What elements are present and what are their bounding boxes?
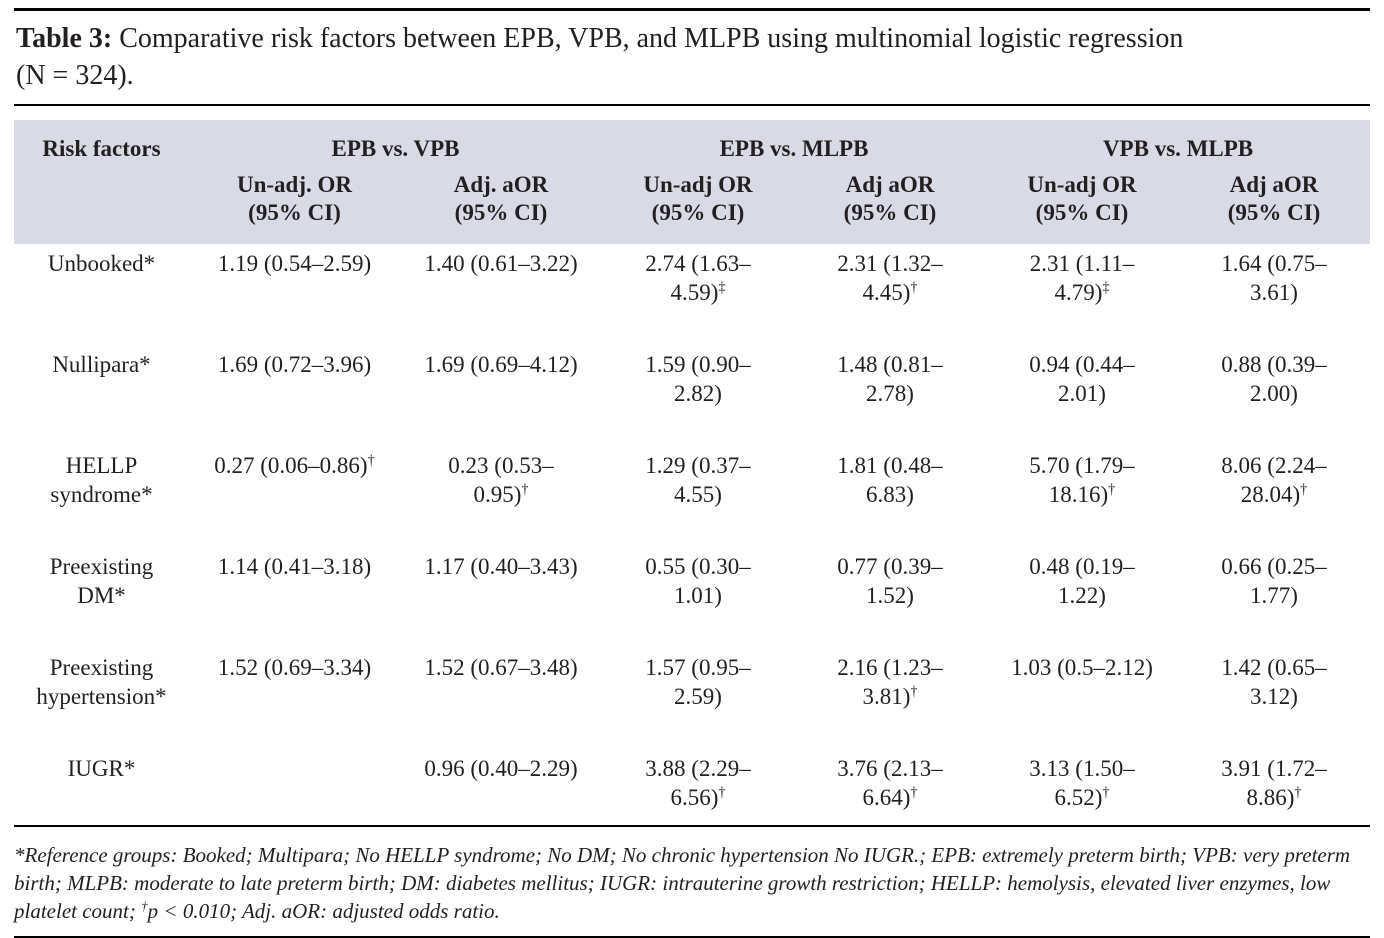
- table-cell: 2.31 (1.11– 4.79)‡: [1029, 251, 1135, 306]
- column-header-epb-vpb-adj-aor: Adj. aOR (95% CI): [400, 166, 602, 245]
- table-cell: 1.59 (0.90– 2.82): [645, 352, 751, 407]
- column-header-vpb-mlpb-adj-aor: Adj aOR (95% CI): [1178, 166, 1371, 245]
- risk-factors-table: Risk factors EPB vs. VPB EPB vs. MLPB VP…: [14, 119, 1371, 828]
- table-row-hellp-syndrome: HELLP syndrome* 0.27 (0.06–0.86)† 0.23 (…: [14, 446, 1370, 547]
- table-cell: 0.23 (0.53– 0.95)†: [448, 453, 554, 508]
- table-cell: 1.42 (0.65– 3.12): [1221, 655, 1327, 710]
- table-cell: 1.40 (0.61–3.22): [424, 251, 578, 277]
- column-header-vpb-mlpb-unadj-or: Un-adj OR (95% CI): [986, 166, 1178, 245]
- table-cell: [189, 749, 400, 826]
- table-cell: 1.81 (0.48– 6.83): [837, 453, 943, 508]
- table-cell: 3.13 (1.50– 6.52)†: [1029, 756, 1135, 811]
- table-body: Unbooked* 1.19 (0.54–2.59) 1.40 (0.61–3.…: [14, 244, 1370, 826]
- table-cell: 0.48 (0.19– 1.22): [1029, 554, 1135, 609]
- table-cell: 1.17 (0.40–3.43): [424, 554, 578, 580]
- row-label: HELLP syndrome*: [50, 453, 153, 508]
- table-cell: 0.94 (0.44– 2.01): [1029, 352, 1135, 407]
- group-header-row: Risk factors EPB vs. VPB EPB vs. MLPB VP…: [14, 119, 1371, 245]
- table-title-label: Table 3:: [16, 23, 113, 54]
- table-header: Risk factors EPB vs. VPB EPB vs. MLPB VP…: [14, 119, 1371, 245]
- table-cell: 0.77 (0.39– 1.52): [837, 554, 943, 609]
- table-cell: 2.74 (1.63– 4.59)‡: [645, 251, 751, 306]
- row-label: IUGR*: [67, 756, 136, 782]
- sub-header-row: Un-adj. OR (95% CI) Adj. aOR (95% CI) Un…: [14, 166, 1371, 245]
- group-header-epb-vs-vpb: EPB vs. VPB: [189, 119, 602, 167]
- table-cell: 0.55 (0.30– 1.01): [645, 554, 751, 609]
- table-cell: 0.88 (0.39– 2.00): [1221, 352, 1327, 407]
- table-cell: 2.16 (1.23– 3.81)†: [837, 655, 943, 710]
- table-cell: 8.06 (2.24– 28.04)†: [1221, 453, 1327, 508]
- group-header-vpb-vs-mlpb: VPB vs. MLPB: [986, 119, 1371, 167]
- table-footnote: *Reference groups: Booked; Multipara; No…: [14, 843, 1351, 924]
- page: Table 3: Comparative risk factors betwee…: [0, 8, 1384, 938]
- row-label: Preexisting DM*: [49, 554, 154, 609]
- table-row-nullipara: Nullipara* 1.69 (0.72–3.96) 1.69 (0.69–4…: [14, 345, 1370, 446]
- table-cell: 1.03 (0.5–2.12): [1011, 655, 1153, 681]
- column-header-risk-factors: Risk factors: [14, 119, 189, 245]
- table-cell: 1.64 (0.75– 3.61): [1221, 251, 1327, 306]
- table-cell: 3.91 (1.72– 8.86)†: [1221, 756, 1327, 811]
- table-cell: 2.31 (1.32– 4.45)†: [837, 251, 943, 306]
- table-cell: 1.29 (0.37– 4.55): [645, 453, 751, 508]
- table-title-text: Comparative risk factors between EPB, VP…: [16, 23, 1184, 91]
- table-cell: 1.57 (0.95– 2.59): [645, 655, 751, 710]
- table-row-preexisting-dm: Preexisting DM* 1.14 (0.41–3.18) 1.17 (0…: [14, 547, 1370, 648]
- group-header-epb-vs-mlpb: EPB vs. MLPB: [602, 119, 986, 167]
- table-cell: 3.76 (2.13– 6.64)†: [837, 756, 943, 811]
- table-cell: 1.69 (0.69–4.12): [424, 352, 578, 378]
- table-cell: 0.66 (0.25– 1.77): [1221, 554, 1327, 609]
- column-header-epb-vpb-unadj-or: Un-adj. OR (95% CI): [189, 166, 400, 245]
- table-cell: 0.27 (0.06–0.86)†: [214, 452, 375, 479]
- row-label: Nullipara*: [52, 352, 151, 378]
- table-row-iugr: IUGR* 0.96 (0.40–2.29) 3.88 (2.29– 6.56)…: [14, 749, 1370, 826]
- table-cell: 1.52 (0.69–3.34): [217, 655, 372, 681]
- row-label: Unbooked*: [47, 251, 156, 277]
- table-cell: 5.70 (1.79– 18.16)†: [1029, 453, 1135, 508]
- table-row-unbooked: Unbooked* 1.19 (0.54–2.59) 1.40 (0.61–3.…: [14, 244, 1370, 345]
- row-label: Preexisting hypertension*: [36, 655, 167, 710]
- table-cell: 1.52 (0.67–3.48): [424, 655, 578, 681]
- table-title: Table 3: Comparative risk factors betwee…: [16, 21, 1370, 95]
- table-cell: 1.69 (0.72–3.96): [217, 352, 372, 378]
- table-cell: 3.88 (2.29– 6.56)†: [645, 756, 751, 811]
- table-cell: 0.96 (0.40–2.29): [424, 756, 578, 782]
- top-rule: [14, 8, 1370, 11]
- table-cell: 1.14 (0.41–3.18): [217, 554, 372, 580]
- column-header-epb-mlpb-adj-aor: Adj aOR (95% CI): [794, 166, 986, 245]
- column-header-epb-mlpb-unadj-or: Un-adj OR (95% CI): [602, 166, 794, 245]
- table-cell: 1.48 (0.81– 2.78): [837, 352, 943, 407]
- table-row-preexisting-hypertension: Preexisting hypertension* 1.52 (0.69–3.3…: [14, 648, 1370, 749]
- title-divider: [14, 103, 1370, 106]
- table-cell: 1.19 (0.54–2.59): [217, 251, 372, 277]
